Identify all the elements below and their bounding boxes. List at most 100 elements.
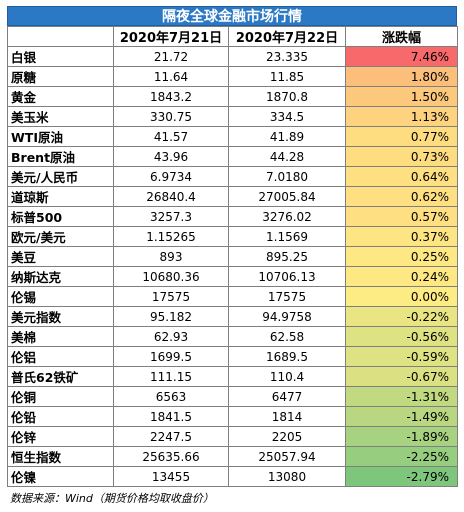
footnote: 数据来源：Wind（期货价格均取收盘价） [10, 492, 214, 505]
cell-change-value: 0.57% [345, 206, 458, 227]
cell-date-2-value: 1870.8 [228, 86, 346, 107]
cell-date-2-value: 1814 [228, 406, 346, 427]
table-row: 伦锡 17575 17575 0.00% [7, 286, 458, 307]
cell-date-1-value: 21.72 [113, 46, 229, 67]
cell-name: 标普500 [7, 206, 114, 227]
cell-change-value: -0.22% [345, 306, 458, 327]
table-body: 白银 21.72 23.335 7.46% 原糖 11.64 11.85 1.80% 黄金 184… [7, 46, 458, 487]
cell-date-1-value: 95.182 [113, 306, 229, 327]
cell-date-2-value: 11.85 [228, 66, 346, 87]
cell-change-value: 1.80% [345, 66, 458, 87]
cell-date-1-value: 17575 [113, 286, 229, 307]
cell-date-1-value: 6563 [113, 386, 229, 407]
cell-date-2-value: 44.28 [228, 146, 346, 167]
cell-change-value: 0.77% [345, 126, 458, 147]
cell-name: 欧元/美元 [7, 226, 114, 247]
cell-date-2-value: 895.25 [228, 246, 346, 267]
header-change: 涨跌幅 [345, 26, 458, 47]
cell-date-2-value: 3276.02 [228, 206, 346, 227]
cell-change-value: -2.25% [345, 446, 458, 467]
cell-change-value: -1.31% [345, 386, 458, 407]
cell-date-1-value: 41.57 [113, 126, 229, 147]
cell-name: 伦锡 [7, 286, 114, 307]
cell-change-value: -0.56% [345, 326, 458, 347]
cell-change-value: 1.50% [345, 86, 458, 107]
table-title: 隔夜全球金融市场行情 [7, 6, 457, 26]
table-row: 伦镍 13455 13080 -2.79% [7, 466, 458, 487]
cell-change-value: 1.13% [345, 106, 458, 127]
cell-name: 白银 [7, 46, 114, 67]
table-row: 白银 21.72 23.335 7.46% [7, 46, 458, 67]
cell-date-2-value: 62.58 [228, 326, 346, 347]
cell-date-1-value: 3257.3 [113, 206, 229, 227]
header-date-2: 2020年7月22日 [228, 26, 346, 47]
cell-change-value: -2.79% [345, 466, 458, 487]
cell-name: 伦铝 [7, 346, 114, 367]
cell-date-2-value: 334.5 [228, 106, 346, 127]
cell-name: 美元/人民币 [7, 166, 114, 187]
cell-name: 伦镍 [7, 466, 114, 487]
table-row: 美元/人民币 6.9734 7.0180 0.64% [7, 166, 458, 187]
table-row: WTI原油 41.57 41.89 0.77% [7, 126, 458, 147]
cell-change-value: -0.67% [345, 366, 458, 387]
cell-name: 伦铜 [7, 386, 114, 407]
header-row: 2020年7月21日 2020年7月22日 涨跌幅 [7, 26, 458, 47]
cell-date-1-value: 26840.4 [113, 186, 229, 207]
table-row: 欧元/美元 1.15265 1.1569 0.37% [7, 226, 458, 247]
cell-date-1-value: 2247.5 [113, 426, 229, 447]
table-row: 伦铅 1841.5 1814 -1.49% [7, 406, 458, 427]
cell-name: 美元指数 [7, 306, 114, 327]
cell-date-1-value: 330.75 [113, 106, 229, 127]
cell-change-value: 7.46% [345, 46, 458, 67]
cell-change-value: 0.64% [345, 166, 458, 187]
cell-change-value: -0.59% [345, 346, 458, 367]
cell-date-2-value: 7.0180 [228, 166, 346, 187]
cell-date-1-value: 893 [113, 246, 229, 267]
cell-date-1-value: 111.15 [113, 366, 229, 387]
cell-date-1-value: 1841.5 [113, 406, 229, 427]
cell-date-1-value: 13455 [113, 466, 229, 487]
table-row: 纳斯达克 10680.36 10706.13 0.24% [7, 266, 458, 287]
cell-name: 美玉米 [7, 106, 114, 127]
cell-date-2-value: 1689.5 [228, 346, 346, 367]
table-row: 美元指数 95.182 94.9758 -0.22% [7, 306, 458, 327]
header-name [7, 26, 114, 47]
cell-date-2-value: 17575 [228, 286, 346, 307]
cell-date-1-value: 6.9734 [113, 166, 229, 187]
table-row: 黄金 1843.2 1870.8 1.50% [7, 86, 458, 107]
cell-name: WTI原油 [7, 126, 114, 147]
market-table: 2020年7月21日 2020年7月22日 涨跌幅 白银 21.72 23.335 7… [7, 26, 458, 487]
cell-name: 伦锌 [7, 426, 114, 447]
cell-name: Brent原油 [7, 146, 114, 167]
cell-date-1-value: 1.15265 [113, 226, 229, 247]
cell-date-1-value: 11.64 [113, 66, 229, 87]
cell-name: 伦铅 [7, 406, 114, 427]
table-row: 标普500 3257.3 3276.02 0.57% [7, 206, 458, 227]
cell-change-value: 0.37% [345, 226, 458, 247]
cell-date-2-value: 25057.94 [228, 446, 346, 467]
table-row: 美豆 893 895.25 0.25% [7, 246, 458, 267]
cell-date-2-value: 27005.84 [228, 186, 346, 207]
market-table-sheet: 隔夜全球金融市场行情 2020年7月21日 2020年7月22日 涨跌幅 白银 2… [7, 6, 458, 506]
cell-date-1-value: 43.96 [113, 146, 229, 167]
table-row: Brent原油 43.96 44.28 0.73% [7, 146, 458, 167]
cell-date-2-value: 23.335 [228, 46, 346, 67]
table-row: 伦锌 2247.5 2205 -1.89% [7, 426, 458, 447]
table-row: 恒生指数 25635.66 25057.94 -2.25% [7, 446, 458, 467]
header-date-1: 2020年7月21日 [113, 26, 229, 47]
cell-date-2-value: 10706.13 [228, 266, 346, 287]
table-row: 美玉米 330.75 334.5 1.13% [7, 106, 458, 127]
cell-change-value: 0.73% [345, 146, 458, 167]
cell-date-1-value: 1699.5 [113, 346, 229, 367]
cell-date-1-value: 25635.66 [113, 446, 229, 467]
cell-name: 纳斯达克 [7, 266, 114, 287]
cell-date-2-value: 94.9758 [228, 306, 346, 327]
cell-date-2-value: 110.4 [228, 366, 346, 387]
cell-change-value: -1.49% [345, 406, 458, 427]
cell-change-value: -1.89% [345, 426, 458, 447]
cell-name: 道琼斯 [7, 186, 114, 207]
cell-name: 普氏62铁矿 [7, 366, 114, 387]
table-row: 美棉 62.93 62.58 -0.56% [7, 326, 458, 347]
cell-date-1-value: 1843.2 [113, 86, 229, 107]
cell-change-value: 0.62% [345, 186, 458, 207]
